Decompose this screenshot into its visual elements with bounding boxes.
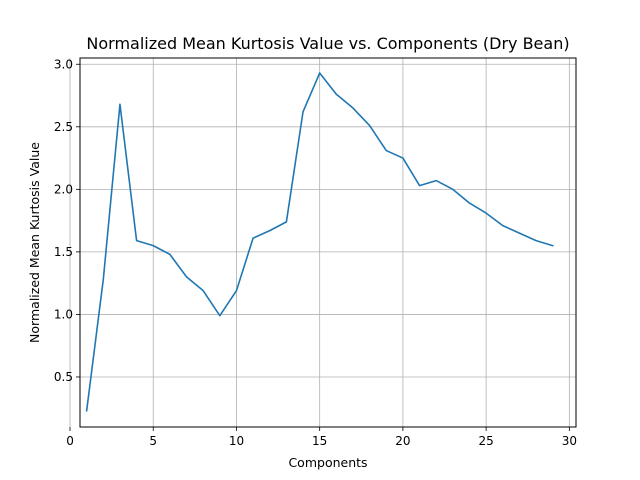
x-tick-label: 10 bbox=[229, 434, 244, 448]
y-tick-label: 2.0 bbox=[54, 182, 73, 196]
chart-title: Normalized Mean Kurtosis Value vs. Compo… bbox=[86, 34, 569, 53]
y-tick-label: 1.0 bbox=[54, 307, 73, 321]
x-tick-label: 20 bbox=[395, 434, 410, 448]
y-axis: 0.5 1.0 1.5 2.0 2.5 3.0 bbox=[54, 57, 80, 384]
x-tick-label: 15 bbox=[312, 434, 327, 448]
x-axis-label: Components bbox=[288, 455, 367, 470]
x-tick-label: 0 bbox=[66, 434, 74, 448]
y-tick-label: 0.5 bbox=[54, 370, 73, 384]
x-tick-label: 25 bbox=[478, 434, 493, 448]
x-tick-label: 5 bbox=[149, 434, 157, 448]
plot-frame bbox=[79, 57, 577, 428]
y-tick-label: 2.5 bbox=[54, 120, 73, 134]
series-line bbox=[85, 72, 554, 412]
y-tick-label: 1.5 bbox=[54, 245, 73, 259]
x-axis: 0 5 10 15 20 25 30 bbox=[66, 427, 577, 448]
grid bbox=[69, 58, 576, 427]
x-tick-label: 30 bbox=[562, 434, 577, 448]
y-axis-label: Normalized Mean Kurtosis Value bbox=[27, 142, 42, 343]
y-tick-label: 3.0 bbox=[54, 57, 73, 71]
series-layer bbox=[85, 72, 554, 412]
